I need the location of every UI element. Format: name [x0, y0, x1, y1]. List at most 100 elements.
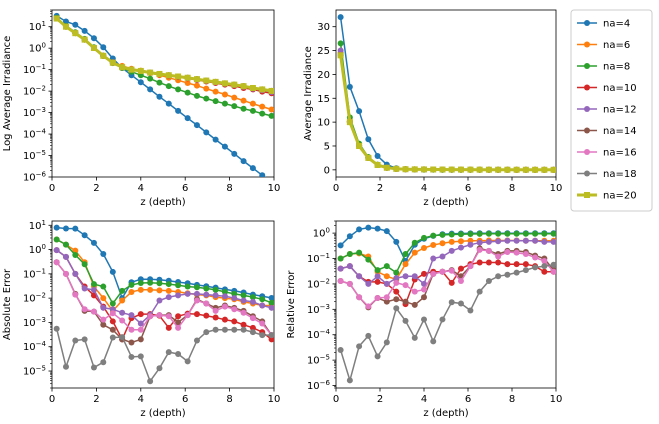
- legend-label-na-6: na=6: [603, 40, 630, 51]
- data-point-na-4: [259, 172, 266, 177]
- data-point-na-18: [448, 299, 455, 306]
- data-point-na-6: [448, 238, 455, 245]
- data-point-na-12: [128, 312, 135, 319]
- data-point-na-4: [356, 226, 363, 233]
- data-point-na-20: [430, 166, 437, 173]
- data-point-na-16: [541, 257, 548, 264]
- data-point-na-20: [541, 166, 548, 173]
- data-point-na-4: [100, 44, 107, 51]
- data-point-na-20: [485, 166, 492, 173]
- legend-marker-na-20: [584, 192, 590, 198]
- series-na-12: [337, 47, 556, 173]
- legend-label-na-4: na=4: [603, 19, 630, 30]
- data-point-na-12: [467, 241, 474, 248]
- y-tick-label: 10−3: [23, 106, 46, 119]
- series-na-20: [337, 52, 556, 173]
- data-point-na-12: [365, 280, 372, 287]
- data-point-na-16: [137, 326, 144, 333]
- data-point-na-18: [259, 332, 266, 339]
- data-point-na-18: [184, 358, 191, 365]
- data-point-na-6: [231, 94, 238, 101]
- data-point-na-4: [109, 268, 116, 275]
- data-point-na-4: [100, 250, 107, 257]
- data-point-na-12: [522, 237, 529, 244]
- data-point-na-8: [53, 236, 60, 243]
- series-line-na-20: [339, 55, 554, 172]
- data-point-na-6: [212, 88, 219, 95]
- y-tick-label: 0: [324, 165, 330, 176]
- data-point-na-8: [550, 230, 556, 237]
- series-na-6: [337, 52, 556, 173]
- data-point-na-20: [119, 64, 126, 71]
- data-point-na-20: [53, 15, 60, 22]
- series-line-na-18: [56, 17, 272, 92]
- data-point-na-8: [156, 280, 163, 287]
- data-point-na-8: [513, 230, 520, 237]
- data-point-na-20: [184, 74, 191, 81]
- data-point-na-20: [259, 86, 266, 93]
- y-tick-label: 30: [317, 22, 330, 33]
- data-point-na-16: [439, 268, 446, 275]
- x-axis-label: z (depth): [423, 197, 468, 208]
- data-point-na-12: [231, 295, 238, 302]
- data-point-na-20: [457, 166, 464, 173]
- data-point-na-18: [402, 317, 409, 324]
- y-tick-label: 25: [317, 46, 330, 57]
- legend-label-na-8: na=8: [603, 62, 630, 73]
- data-point-na-8: [476, 230, 483, 237]
- data-point-na-20: [365, 154, 372, 161]
- y-axis-label: Relative Error: [286, 270, 297, 339]
- x-tick-label: 6: [465, 183, 471, 194]
- data-point-na-6: [147, 286, 154, 293]
- data-point-na-14: [383, 298, 390, 305]
- data-point-na-20: [522, 166, 529, 173]
- data-point-na-12: [457, 244, 464, 251]
- data-point-na-4: [374, 225, 381, 232]
- data-point-na-16: [175, 324, 182, 331]
- data-point-na-10: [541, 268, 548, 275]
- data-point-na-6: [137, 286, 144, 293]
- series-line-na-10: [339, 52, 554, 171]
- data-point-na-16: [90, 308, 97, 315]
- y-tick-label: 10−2: [23, 292, 46, 305]
- x-tick-label: 10: [550, 394, 563, 405]
- data-point-na-18: [374, 353, 381, 360]
- data-point-na-6: [268, 106, 274, 113]
- data-point-na-4: [165, 100, 172, 107]
- data-point-na-10: [137, 311, 144, 318]
- data-point-na-12: [100, 304, 107, 311]
- data-point-na-16: [62, 270, 69, 277]
- series-line-na-18: [55, 328, 272, 383]
- data-point-na-8: [165, 281, 172, 288]
- data-point-na-10: [504, 261, 511, 268]
- x-tick-label: 4: [421, 394, 427, 405]
- data-point-na-6: [184, 79, 191, 86]
- data-point-na-20: [212, 78, 219, 85]
- data-point-na-8: [203, 285, 210, 292]
- data-point-na-10: [393, 288, 400, 295]
- x-tick-label: 8: [509, 183, 515, 194]
- series-na-18: [337, 52, 556, 173]
- data-point-na-18: [411, 334, 418, 341]
- data-point-na-8: [175, 282, 182, 289]
- y-tick-label: 10: [317, 118, 330, 129]
- data-point-na-8: [212, 98, 219, 105]
- data-point-na-16: [240, 309, 247, 316]
- series-line-na-16: [56, 17, 272, 92]
- y-tick-label: 10−3: [23, 316, 46, 329]
- data-point-na-12: [81, 285, 88, 292]
- data-point-na-4: [365, 136, 372, 143]
- data-point-na-12: [259, 302, 266, 309]
- series-line-na-10: [56, 17, 272, 94]
- data-point-na-16: [495, 253, 502, 260]
- data-point-na-8: [337, 255, 344, 262]
- y-tick-label: 10−6: [23, 171, 47, 184]
- data-point-na-6: [128, 288, 135, 295]
- series-na-20: [53, 15, 274, 94]
- data-point-na-18: [221, 326, 228, 333]
- x-tick-label: 0: [49, 394, 55, 405]
- legend-marker-na-6: [584, 41, 590, 48]
- data-point-na-8: [193, 92, 200, 99]
- legend-marker-na-8: [584, 63, 590, 69]
- data-point-na-8: [81, 261, 88, 268]
